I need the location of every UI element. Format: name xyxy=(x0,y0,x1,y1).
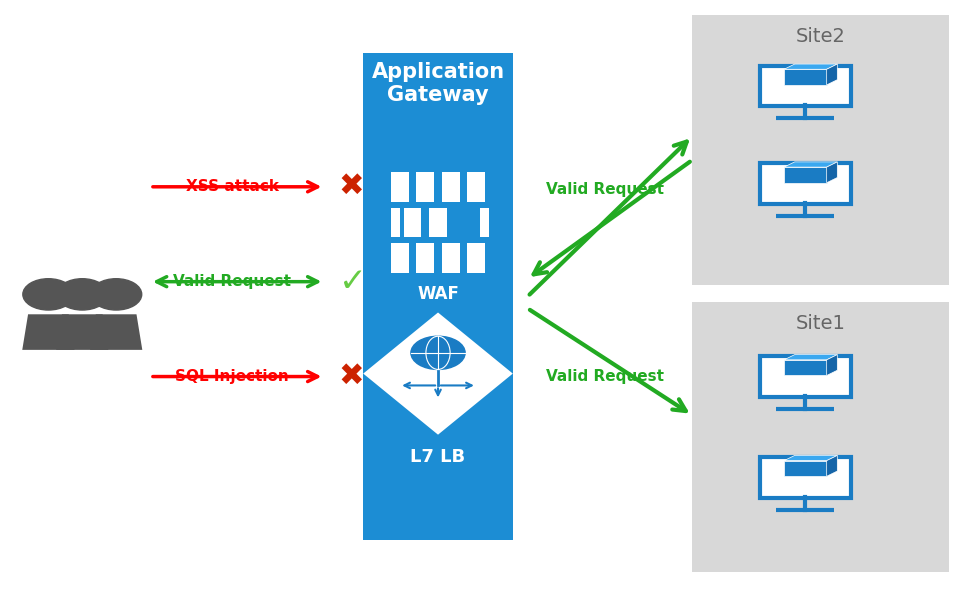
FancyBboxPatch shape xyxy=(760,457,851,498)
Text: SQL Injection: SQL Injection xyxy=(175,369,289,384)
Polygon shape xyxy=(827,64,837,85)
Polygon shape xyxy=(90,314,142,350)
FancyBboxPatch shape xyxy=(692,302,949,572)
Text: XSS attack: XSS attack xyxy=(186,179,279,195)
FancyBboxPatch shape xyxy=(692,15,949,285)
Text: Application
Gateway: Application Gateway xyxy=(372,62,504,106)
Text: Site1: Site1 xyxy=(796,314,845,333)
Polygon shape xyxy=(22,314,75,350)
Text: WAF: WAF xyxy=(417,285,459,302)
FancyBboxPatch shape xyxy=(468,172,485,202)
Polygon shape xyxy=(784,360,827,375)
Text: Valid Request: Valid Request xyxy=(173,274,291,289)
Polygon shape xyxy=(784,162,837,167)
FancyBboxPatch shape xyxy=(404,208,421,237)
Polygon shape xyxy=(366,314,511,433)
Text: Site2: Site2 xyxy=(796,27,845,46)
FancyBboxPatch shape xyxy=(416,243,435,273)
Polygon shape xyxy=(784,64,837,69)
Polygon shape xyxy=(56,314,108,350)
Circle shape xyxy=(411,336,466,369)
FancyBboxPatch shape xyxy=(480,208,489,237)
Text: Valid Request: Valid Request xyxy=(546,369,664,384)
FancyBboxPatch shape xyxy=(416,172,435,202)
FancyBboxPatch shape xyxy=(760,66,851,107)
Polygon shape xyxy=(784,355,837,360)
Text: ✖: ✖ xyxy=(339,362,364,391)
Text: ✖: ✖ xyxy=(339,173,364,201)
Text: Valid Request: Valid Request xyxy=(546,182,664,197)
Polygon shape xyxy=(784,167,827,183)
Polygon shape xyxy=(784,455,837,461)
Polygon shape xyxy=(784,69,827,85)
Circle shape xyxy=(57,279,107,310)
Circle shape xyxy=(23,279,74,310)
Polygon shape xyxy=(784,461,827,476)
FancyBboxPatch shape xyxy=(391,172,408,202)
FancyBboxPatch shape xyxy=(429,208,447,237)
FancyBboxPatch shape xyxy=(760,356,851,397)
Polygon shape xyxy=(827,355,837,375)
Text: ✓: ✓ xyxy=(339,265,367,298)
Polygon shape xyxy=(827,455,837,476)
FancyBboxPatch shape xyxy=(363,53,513,540)
FancyBboxPatch shape xyxy=(468,243,485,273)
FancyBboxPatch shape xyxy=(441,243,460,273)
Polygon shape xyxy=(827,162,837,183)
FancyBboxPatch shape xyxy=(391,243,408,273)
FancyBboxPatch shape xyxy=(391,208,400,237)
Circle shape xyxy=(91,279,141,310)
FancyBboxPatch shape xyxy=(760,163,851,204)
Text: L7 LB: L7 LB xyxy=(410,448,466,466)
FancyBboxPatch shape xyxy=(441,172,460,202)
